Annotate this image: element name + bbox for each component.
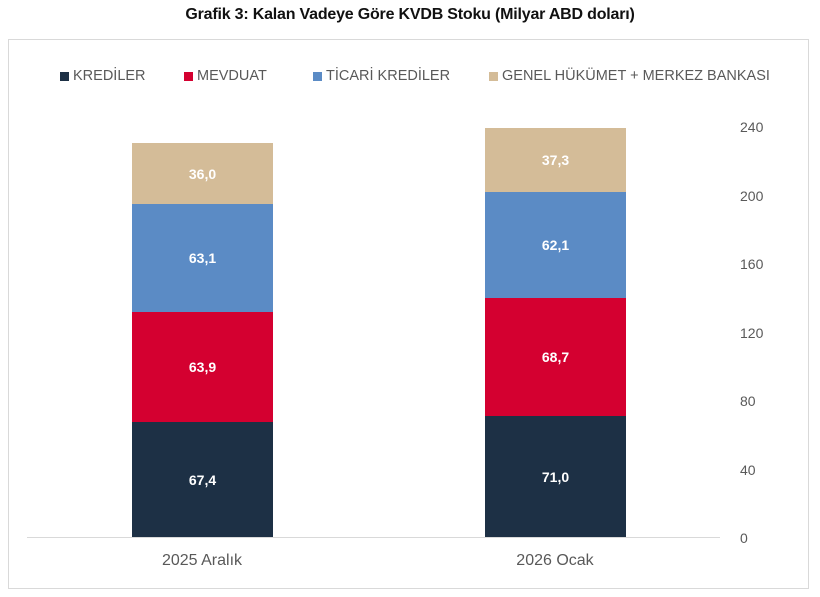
data-label: 63,1 [188, 250, 217, 266]
segment-genel-hukumet: 37,3 [485, 128, 626, 192]
segment-genel-hukumet: 36,0 [132, 143, 273, 204]
data-label: 62,1 [541, 237, 570, 253]
y-tick: 0 [740, 530, 748, 546]
y-tick: 240 [740, 119, 764, 135]
y-tick: 160 [740, 256, 764, 272]
data-label: 71,0 [541, 468, 570, 485]
legend: KREDİLER MEVDUAT TİCARİ KREDİLER GENEL H… [0, 68, 820, 88]
segment-krediler: 71,0 [485, 416, 626, 537]
data-label: 37,3 [541, 152, 570, 168]
chart-frame [8, 39, 809, 589]
data-label: 67,4 [188, 471, 217, 488]
legend-swatch-icon [489, 71, 498, 81]
data-label: 63,9 [188, 359, 217, 375]
segment-mevduat: 68,7 [485, 298, 626, 416]
segment-mevduat: 63,9 [132, 312, 273, 422]
legend-item-ticari-krediler: TİCARİ KREDİLER [313, 68, 450, 84]
legend-label: KREDİLER [73, 68, 146, 84]
x-label: 2025 Aralık [161, 552, 243, 569]
data-label: 68,7 [541, 349, 570, 365]
segment-ticari-krediler: 63,1 [132, 204, 273, 312]
x-axis-line [27, 537, 720, 538]
chart-title: Grafik 3: Kalan Vadeye Göre KVDB Stoku (… [185, 6, 635, 23]
legend-swatch-icon [184, 71, 193, 81]
legend-label: TİCARİ KREDİLER [326, 68, 451, 84]
data-label: 36,0 [188, 165, 217, 182]
bar-2025-aralik: 67,4 63,9 63,1 36,0 [132, 143, 273, 537]
legend-label: GENEL HÜKÜMET + MERKEZ BANKASI [502, 68, 770, 84]
y-tick: 40 [740, 462, 756, 478]
segment-ticari-krediler: 62,1 [485, 192, 626, 298]
legend-swatch-icon [313, 71, 322, 81]
legend-item-mevduat: MEVDUAT [184, 68, 267, 84]
legend-label: MEVDUAT [197, 68, 267, 84]
segment-krediler: 67,4 [132, 422, 273, 537]
bar-2026-ocak: 71,0 68,7 62,1 37,3 [485, 128, 626, 537]
legend-swatch-icon [60, 71, 69, 81]
y-tick: 200 [740, 188, 764, 204]
legend-item-genel-hukumet: GENEL HÜKÜMET + MERKEZ BANKASI [489, 68, 770, 84]
y-tick: 120 [740, 325, 764, 341]
legend-item-krediler: KREDİLER [60, 68, 146, 84]
x-label: 2026 Ocak [516, 552, 594, 569]
y-tick: 80 [740, 393, 756, 409]
